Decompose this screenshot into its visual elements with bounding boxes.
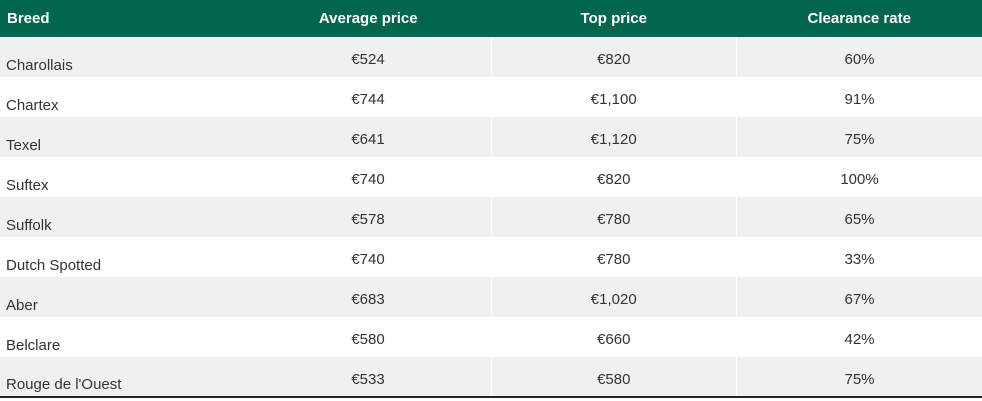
top-price-cell: €780 xyxy=(490,237,737,277)
clearance-rate-cell: 91% xyxy=(736,77,982,117)
average-price-cell: €740 xyxy=(245,237,491,277)
top-price-cell: €580 xyxy=(490,357,737,397)
average-price-cell: €683 xyxy=(245,277,491,317)
average-price-cell: €524 xyxy=(245,37,491,77)
column-header-clearance-rate: Clearance rate xyxy=(736,0,982,37)
breed-cell: Rouge de l'Ouest xyxy=(0,357,246,397)
average-price-cell: €580 xyxy=(245,317,491,357)
table-row: Suffolk €578 €780 65% xyxy=(0,197,982,237)
column-header-breed: Breed xyxy=(0,0,246,37)
table-row: Charollais €524 €820 60% xyxy=(0,37,982,77)
top-price-cell: €660 xyxy=(490,317,737,357)
average-price-cell: €578 xyxy=(245,197,491,237)
top-price-cell: €1,120 xyxy=(490,117,737,157)
table-row: Texel €641 €1,120 75% xyxy=(0,117,982,157)
clearance-rate-cell: 42% xyxy=(736,317,982,357)
clearance-rate-cell: 100% xyxy=(736,157,982,197)
clearance-rate-cell: 33% xyxy=(736,237,982,277)
table-body: Charollais €524 €820 60% Chartex €744 €1,100 91… xyxy=(0,37,982,397)
clearance-rate-cell: 67% xyxy=(736,277,982,317)
table-header-row: Breed Average price Top price Clearance … xyxy=(0,0,982,37)
breed-cell: Chartex xyxy=(0,77,246,117)
breed-cell: Aber xyxy=(0,277,246,317)
top-price-cell: €820 xyxy=(490,157,737,197)
breed-cell: Charollais xyxy=(0,37,246,77)
top-price-cell: €780 xyxy=(490,197,737,237)
column-header-average-price: Average price xyxy=(245,0,491,37)
average-price-cell: €740 xyxy=(245,157,491,197)
breed-cell: Belclare xyxy=(0,317,246,357)
table-row: Chartex €744 €1,100 91% xyxy=(0,77,982,117)
table-row: Rouge de l'Ouest €533 €580 75% xyxy=(0,357,982,397)
table-row: Aber €683 €1,020 67% xyxy=(0,277,982,317)
breed-cell: Suftex xyxy=(0,157,246,197)
breed-cell: Texel xyxy=(0,117,246,157)
clearance-rate-cell: 65% xyxy=(736,197,982,237)
breed-cell: Dutch Spotted xyxy=(0,237,246,277)
average-price-cell: €641 xyxy=(245,117,491,157)
top-price-cell: €1,020 xyxy=(490,277,737,317)
clearance-rate-cell: 75% xyxy=(736,117,982,157)
clearance-rate-cell: 60% xyxy=(736,37,982,77)
clearance-rate-cell: 75% xyxy=(736,357,982,397)
breed-cell: Suffolk xyxy=(0,197,246,237)
table-row: Dutch Spotted €740 €780 33% xyxy=(0,237,982,277)
average-price-cell: €744 xyxy=(245,77,491,117)
top-price-cell: €820 xyxy=(490,37,737,77)
top-price-cell: €1,100 xyxy=(490,77,737,117)
table-header: Breed Average price Top price Clearance … xyxy=(0,0,982,37)
column-header-top-price: Top price xyxy=(491,0,737,37)
table-row: Suftex €740 €820 100% xyxy=(0,157,982,197)
table-row: Belclare €580 €660 42% xyxy=(0,317,982,357)
average-price-cell: €533 xyxy=(245,357,491,397)
